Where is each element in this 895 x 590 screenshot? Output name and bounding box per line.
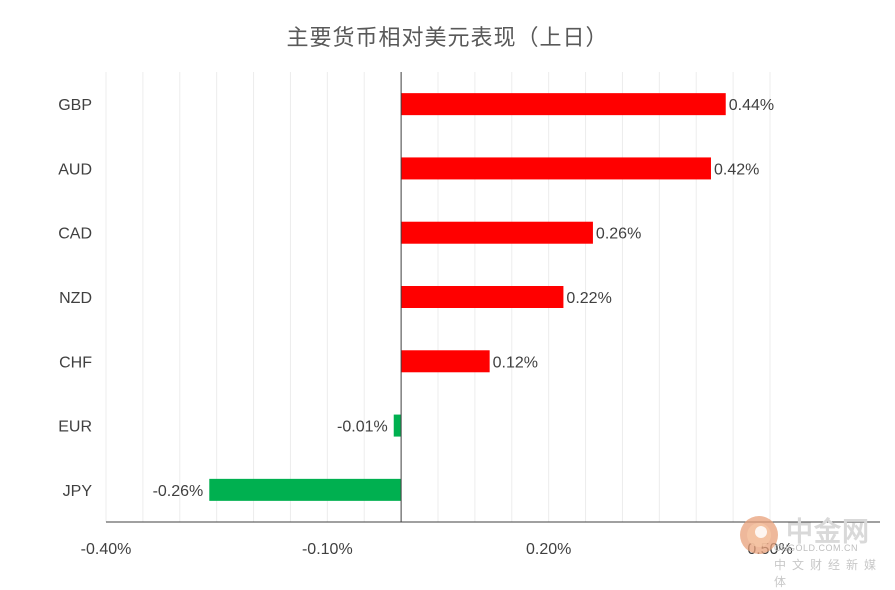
chart-title: 主要货币相对美元表现（上日） — [286, 26, 609, 51]
data-label: -0.01% — [337, 419, 388, 436]
data-label: 0.26% — [596, 226, 641, 243]
category-label: EUR — [58, 419, 92, 436]
watermark: 中金网 CNGOLD.COM.CN 中文财经新媒体 — [738, 510, 888, 589]
watermark-brand: 中金网 — [786, 517, 870, 548]
data-label: -0.26% — [153, 483, 204, 500]
category-label: CHF — [59, 354, 92, 371]
bar-gbp — [401, 93, 726, 116]
category-label: CAD — [58, 226, 92, 243]
category-label: GBP — [58, 97, 92, 114]
bar-jpy — [209, 478, 402, 501]
bar-eur — [393, 414, 402, 437]
data-label: 0.22% — [566, 290, 611, 307]
watermark-tagline: 中文财经新媒体 — [774, 558, 883, 589]
data-label: 0.12% — [493, 354, 538, 371]
bars — [209, 93, 726, 501]
labels: GBP 0.44% AUD 0.42% CAD 0.26% NZD 0.22% CHF 0.12%… — [58, 97, 792, 558]
data-label: 0.44% — [729, 97, 774, 114]
x-tick-label: -0.40% — [81, 541, 132, 558]
bar-chf — [401, 350, 490, 373]
category-label: NZD — [59, 290, 92, 307]
x-tick-label: 0.20% — [526, 541, 571, 558]
x-tick-label: -0.10% — [302, 541, 353, 558]
data-label: 0.42% — [714, 161, 759, 178]
category-label: AUD — [58, 161, 92, 178]
cngold-logo-icon — [740, 516, 778, 554]
watermark-url: CNGOLD.COM.CN — [774, 543, 859, 553]
bar-cad — [401, 221, 593, 244]
bar-aud — [401, 157, 711, 180]
bar-nzd — [401, 286, 564, 308]
category-label: JPY — [63, 483, 93, 500]
